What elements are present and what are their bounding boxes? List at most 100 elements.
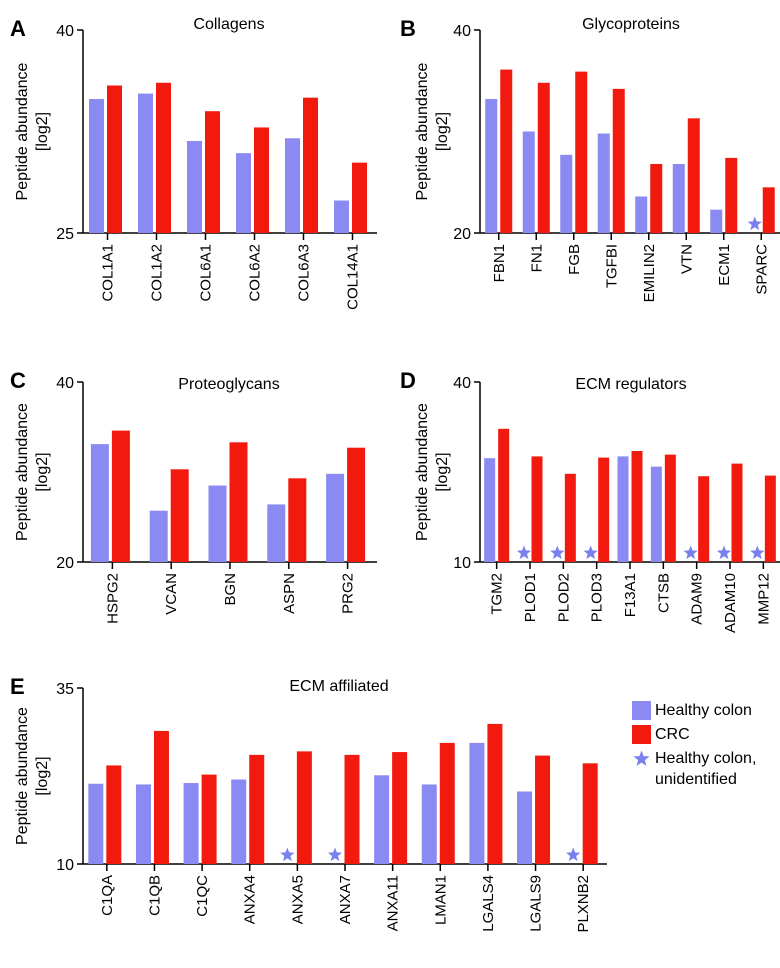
star-icon <box>280 847 295 862</box>
bar-healthy <box>672 163 685 233</box>
bar-healthy <box>485 99 498 234</box>
bar-crc <box>392 752 408 864</box>
bar-healthy <box>650 466 662 562</box>
bar-healthy <box>231 779 247 864</box>
bar-crc <box>205 111 220 233</box>
bar-crc <box>762 187 775 233</box>
bar-healthy <box>149 510 168 562</box>
bar-healthy <box>469 742 485 864</box>
x-tick-label: COL6A2 <box>247 244 264 302</box>
y-axis-label: Peptide abundance <box>14 403 31 541</box>
y-tick-label: 40 <box>56 23 74 40</box>
star-icon <box>550 545 565 560</box>
y-tick-label: 40 <box>56 375 74 392</box>
bar-crc <box>612 88 625 234</box>
star-icon <box>750 545 765 560</box>
x-tick-label: COL14A1 <box>345 244 362 310</box>
bar-healthy <box>517 791 533 864</box>
x-tick-label: FN1 <box>528 244 545 272</box>
bar-healthy <box>710 209 723 233</box>
bar-crc <box>731 463 743 562</box>
bar-crc <box>107 85 122 233</box>
legend-item-unidentified: Healthy colon, unidentified <box>632 748 780 790</box>
x-tick-label: TGFBI <box>603 244 620 288</box>
bar-crc <box>352 162 367 233</box>
bar-healthy <box>522 131 535 233</box>
bar-crc <box>439 742 455 864</box>
bar-crc <box>764 475 776 562</box>
x-tick-label: C1QC <box>194 875 211 917</box>
y-axis-label-unit: [log2] <box>34 452 51 491</box>
x-tick-label: PRG2 <box>340 573 357 614</box>
y-axis-label: Peptide abundance <box>14 707 31 845</box>
bar-crc <box>664 454 676 562</box>
y-tick-label: 25 <box>56 226 74 243</box>
x-tick-label: C1QB <box>146 875 163 916</box>
x-tick-label: HSPG2 <box>104 573 121 624</box>
y-axis-label-unit: [log2] <box>34 756 51 795</box>
panel-e: E ECM affiliated Peptide abundance [log2] 35… <box>10 674 607 933</box>
y-tick-label: 10 <box>453 555 471 572</box>
bar-healthy <box>484 458 496 562</box>
x-tick-label: PLOD2 <box>555 573 572 622</box>
x-tick-label: VCAN <box>163 573 180 615</box>
y-axis-label-unit: [log2] <box>34 112 51 151</box>
x-tick-label: PLOD1 <box>522 573 539 622</box>
bar-healthy <box>187 140 202 233</box>
bar-crc <box>296 751 312 864</box>
bar-healthy <box>208 485 227 562</box>
star-icon <box>327 847 343 862</box>
x-tick-label: COL6A1 <box>198 244 215 302</box>
bar-crc <box>156 82 171 233</box>
x-tick-label: VTN <box>678 244 695 274</box>
y-tick-label: 20 <box>56 555 74 572</box>
x-tick-label: MMP12 <box>755 573 772 625</box>
star-icon <box>683 545 698 560</box>
legend-item-healthy: Healthy colon <box>632 700 780 722</box>
bar-crc <box>344 754 360 864</box>
bar-crc <box>537 82 550 233</box>
bar-healthy <box>89 99 104 234</box>
bar-healthy <box>597 133 610 233</box>
panel-letter: A <box>10 16 26 41</box>
bar-healthy <box>374 775 390 864</box>
star-icon <box>516 545 532 560</box>
chart-title: Proteoglycans <box>178 376 279 393</box>
bar-healthy <box>421 784 437 864</box>
bar-crc <box>698 476 710 562</box>
bar-healthy <box>285 138 300 233</box>
y-tick-label: 10 <box>56 857 74 874</box>
bar-crc <box>303 97 318 234</box>
x-tick-label: COL6A3 <box>296 244 313 302</box>
x-tick-label: PLXNB2 <box>575 875 592 933</box>
x-tick-label: ANXA11 <box>385 875 402 931</box>
x-tick-label: EMILIN2 <box>641 244 658 302</box>
x-tick-label: COL1A1 <box>100 244 117 302</box>
y-axis-label: Peptide abundance <box>414 403 431 541</box>
bar-crc <box>170 469 189 562</box>
x-tick-label: SPARC <box>753 244 770 295</box>
bar-crc <box>631 451 643 562</box>
panel-c: C Proteoglycans Peptide abundance [log2] 40 2… <box>10 368 377 624</box>
panel-letter: E <box>10 674 25 699</box>
panel-a: A Collagens Peptide abundance [log2] 40 25 COL… <box>10 16 377 310</box>
bar-crc <box>582 763 598 864</box>
star-icon <box>566 847 581 862</box>
bar-crc <box>531 456 543 562</box>
y-axis-label: Peptide abundance <box>414 62 431 200</box>
bar-crc <box>725 157 738 233</box>
bar-crc <box>687 118 700 233</box>
legend-label-unidentified-line1: Healthy colon, <box>655 750 757 767</box>
x-tick-label: ECM1 <box>716 244 733 286</box>
legend-label-unidentified-line2: unidentified <box>655 771 737 788</box>
chart-title: ECM regulators <box>575 376 686 393</box>
star-icon <box>716 545 732 560</box>
bar-crc <box>201 774 217 864</box>
legend-swatch-healthy <box>632 701 651 720</box>
bar-healthy <box>617 456 629 562</box>
bar-crc <box>153 730 169 864</box>
x-tick-label: LGALS4 <box>480 875 497 932</box>
x-tick-label: FBN1 <box>491 244 508 282</box>
bar-healthy <box>334 200 349 233</box>
